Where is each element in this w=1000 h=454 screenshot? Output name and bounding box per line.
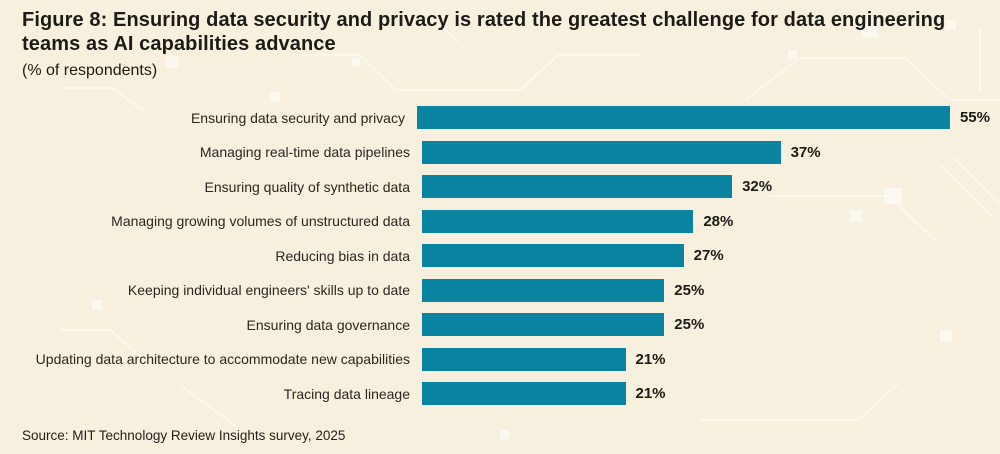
bar <box>422 382 626 405</box>
chart-row: Updating data architecture to accommodat… <box>22 347 990 371</box>
chart-row: Managing growing volumes of unstructured… <box>22 209 990 233</box>
chart-row: Ensuring data security and privacy 55% <box>22 106 990 129</box>
category-label: Tracing data lineage <box>283 385 410 402</box>
bar <box>422 140 781 164</box>
bar <box>422 175 733 198</box>
category-label: Ensuring quality of synthetic data <box>204 178 410 195</box>
bar <box>416 106 950 129</box>
bar <box>422 278 665 302</box>
category-label: Reducing bias in data <box>275 247 410 264</box>
value-label: 55% <box>959 109 990 126</box>
value-label: 37% <box>790 143 821 161</box>
value-label: 27% <box>693 247 724 264</box>
category-label: Ensuring data security and privacy <box>190 109 405 126</box>
chart-row: Reducing bias in data 27% <box>22 244 990 267</box>
value-label: 21% <box>635 385 666 402</box>
figure-subtitle: (% of respondents) <box>22 62 158 79</box>
value-label: 28% <box>703 212 734 230</box>
bar <box>422 313 665 336</box>
value-label: 25% <box>674 316 705 333</box>
category-label: Keeping individual engineers' skills up … <box>127 282 410 298</box>
chart-row: Ensuring quality of synthetic data 32% <box>22 175 990 198</box>
chart-row: Ensuring data governance 25% <box>22 313 990 336</box>
source-note: Source: MIT Technology Review Insights s… <box>22 428 346 443</box>
bar <box>422 347 626 371</box>
category-label: Managing growing volumes of unstructured… <box>111 213 410 229</box>
chart-row: Managing real-time data pipelines 37% <box>22 140 990 164</box>
value-label: 25% <box>674 281 705 299</box>
category-label: Updating data architecture to accommodat… <box>35 351 410 367</box>
chart-row: Tracing data lineage 21% <box>22 382 990 405</box>
bar <box>422 209 694 233</box>
figure-title: Figure 8: Ensuring data security and pri… <box>22 9 946 55</box>
value-label: 21% <box>635 350 666 368</box>
category-label: Ensuring data governance <box>246 316 410 333</box>
bar <box>422 244 684 267</box>
category-label: Managing real-time data pipelines <box>199 144 410 160</box>
chart-row: Keeping individual engineers' skills up … <box>22 278 990 302</box>
horizontal-bar-chart: Ensuring data security and privacy 55% Man… <box>22 106 990 405</box>
value-label: 32% <box>742 178 773 195</box>
